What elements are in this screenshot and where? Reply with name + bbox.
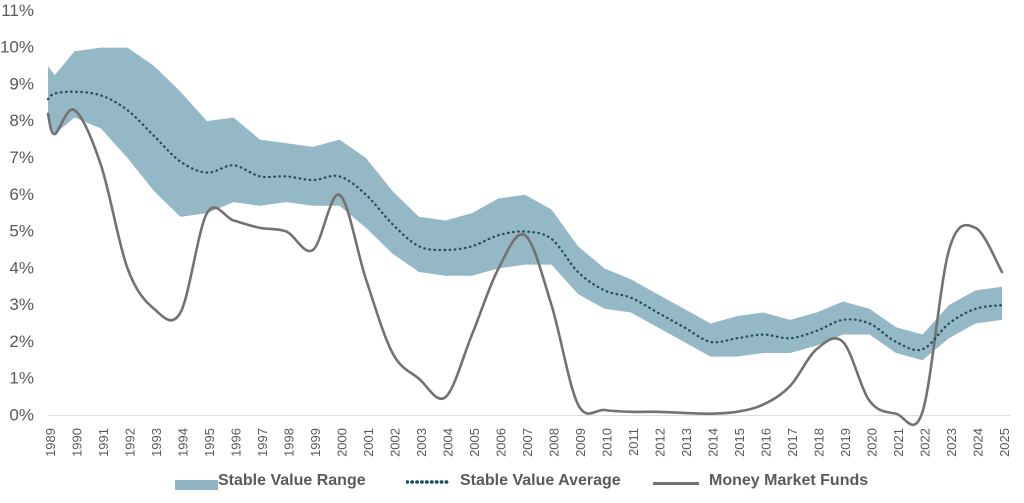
- svg-text:2019: 2019: [838, 428, 853, 457]
- svg-text:2024: 2024: [971, 428, 986, 457]
- svg-text:2013: 2013: [679, 428, 694, 457]
- svg-text:2023: 2023: [944, 428, 959, 457]
- svg-text:2008: 2008: [547, 428, 562, 457]
- svg-text:1%: 1%: [9, 369, 34, 388]
- svg-text:2025: 2025: [997, 428, 1012, 457]
- svg-text:1995: 1995: [202, 428, 217, 457]
- svg-text:9%: 9%: [9, 74, 34, 93]
- svg-text:10%: 10%: [0, 38, 34, 57]
- svg-text:2018: 2018: [812, 428, 827, 457]
- svg-text:2%: 2%: [9, 332, 34, 351]
- svg-text:1991: 1991: [96, 428, 111, 457]
- svg-text:1999: 1999: [308, 428, 323, 457]
- svg-text:2004: 2004: [441, 428, 456, 457]
- svg-text:1997: 1997: [255, 428, 270, 457]
- svg-text:2000: 2000: [335, 428, 350, 457]
- svg-text:7%: 7%: [9, 148, 34, 167]
- svg-text:5%: 5%: [9, 222, 34, 241]
- svg-text:11%: 11%: [1, 1, 34, 20]
- svg-text:1992: 1992: [123, 428, 138, 457]
- svg-text:2009: 2009: [573, 428, 588, 457]
- svg-text:2012: 2012: [653, 428, 668, 457]
- svg-text:8%: 8%: [9, 111, 34, 130]
- svg-text:2016: 2016: [759, 428, 774, 457]
- svg-text:2020: 2020: [865, 428, 880, 457]
- svg-text:1994: 1994: [176, 428, 191, 457]
- svg-text:2002: 2002: [388, 428, 403, 457]
- svg-text:2007: 2007: [520, 428, 535, 457]
- svg-text:2005: 2005: [467, 428, 482, 457]
- svg-text:1990: 1990: [70, 428, 85, 457]
- svg-text:0%: 0%: [9, 406, 34, 425]
- svg-text:2021: 2021: [891, 428, 906, 457]
- svg-text:2022: 2022: [918, 428, 933, 457]
- svg-text:1998: 1998: [282, 428, 297, 457]
- svg-text:6%: 6%: [9, 185, 34, 204]
- svg-text:2001: 2001: [361, 428, 376, 457]
- svg-text:2006: 2006: [494, 428, 509, 457]
- svg-text:2011: 2011: [626, 428, 641, 456]
- svg-text:2017: 2017: [785, 428, 800, 457]
- svg-text:3%: 3%: [9, 295, 34, 314]
- svg-text:1996: 1996: [229, 428, 244, 457]
- svg-text:2010: 2010: [600, 428, 615, 457]
- svg-text:4%: 4%: [9, 258, 34, 277]
- svg-text:1989: 1989: [43, 428, 58, 457]
- svg-text:1993: 1993: [149, 428, 164, 457]
- svg-text:2003: 2003: [414, 428, 429, 457]
- svg-text:2014: 2014: [706, 428, 721, 457]
- svg-text:2015: 2015: [732, 428, 747, 457]
